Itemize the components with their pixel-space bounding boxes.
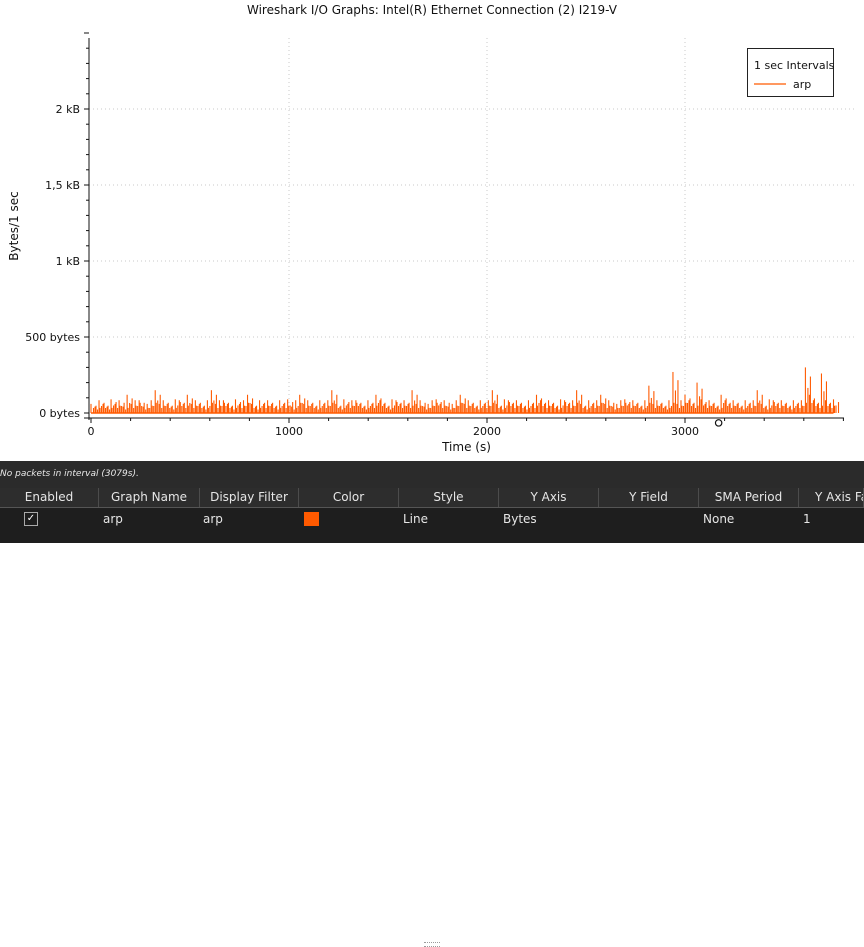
y-axis-cell[interactable]: Bytes [503, 512, 537, 526]
y-axis-factor-cell[interactable]: 1 [803, 512, 811, 526]
legend: 1 sec Intervals arp [747, 48, 835, 97]
y-axis-title: Bytes/1 sec [7, 191, 21, 260]
splitter-handle[interactable] [424, 942, 440, 947]
legend-title: 1 sec Intervals [754, 59, 835, 72]
status-bar: No packets in interval (3079s). [0, 461, 864, 947]
legend-label-arp: arp [793, 78, 811, 91]
col-header-y-field[interactable]: Y Field [599, 488, 699, 507]
legend-box [747, 48, 834, 97]
x-axis-title: Time (s) [441, 440, 491, 454]
style-cell[interactable]: Line [403, 512, 429, 526]
col-header-style[interactable]: Style [399, 488, 499, 507]
x-tick-label: 1000 [275, 425, 303, 438]
x-tick-label: 0 [88, 425, 95, 438]
col-header-y-axis[interactable]: Y Axis [499, 488, 599, 507]
col-header-enabled[interactable]: Enabled [0, 488, 99, 507]
col-header-y-axis-factor[interactable]: Y Axis Fa [799, 488, 864, 507]
col-header-color[interactable]: Color [299, 488, 399, 507]
axes: 0 bytes 500 bytes 1 kB 1,5 kB 2 kB 0 1000 2000 3… [25, 32, 844, 438]
x-tick-label: 3000 [671, 425, 699, 438]
series-layer [90, 367, 840, 427]
col-header-sma-period[interactable]: SMA Period [699, 488, 799, 507]
sma-period-cell[interactable]: None [703, 512, 735, 526]
interval-marker [714, 419, 723, 427]
graph-name-cell[interactable]: arp [103, 512, 123, 526]
y-tick-label: 0 bytes [39, 407, 80, 420]
y-tick-label: 1 kB [56, 255, 80, 268]
table-header-row: Enabled Graph Name Display Filter Color … [0, 488, 864, 508]
io-graph-plot[interactable]: 0 bytes 500 bytes 1 kB 1,5 kB 2 kB 0 1000 2000 3… [0, 0, 864, 460]
y-tick-label: 1,5 kB [45, 179, 80, 192]
grid-lines [89, 38, 854, 413]
enabled-checkbox[interactable]: ✓ [24, 512, 38, 526]
y-tick-label: 2 kB [56, 103, 80, 116]
display-filter-cell[interactable]: arp [203, 512, 223, 526]
y-tick-label: 500 bytes [25, 331, 80, 344]
color-swatch[interactable] [304, 512, 319, 526]
col-header-display-filter[interactable]: Display Filter [200, 488, 299, 507]
x-tick-label: 2000 [473, 425, 501, 438]
table-row[interactable]: ✓ arp arp Line Bytes None 1 [0, 508, 864, 530]
page-title: Wireshark I/O Graphs: Intel(R) Ethernet … [246, 3, 618, 17]
graph-table: Enabled Graph Name Display Filter Color … [0, 488, 864, 543]
col-header-graph-name[interactable]: Graph Name [99, 488, 200, 507]
status-text: No packets in interval (3079s). [0, 469, 139, 479]
